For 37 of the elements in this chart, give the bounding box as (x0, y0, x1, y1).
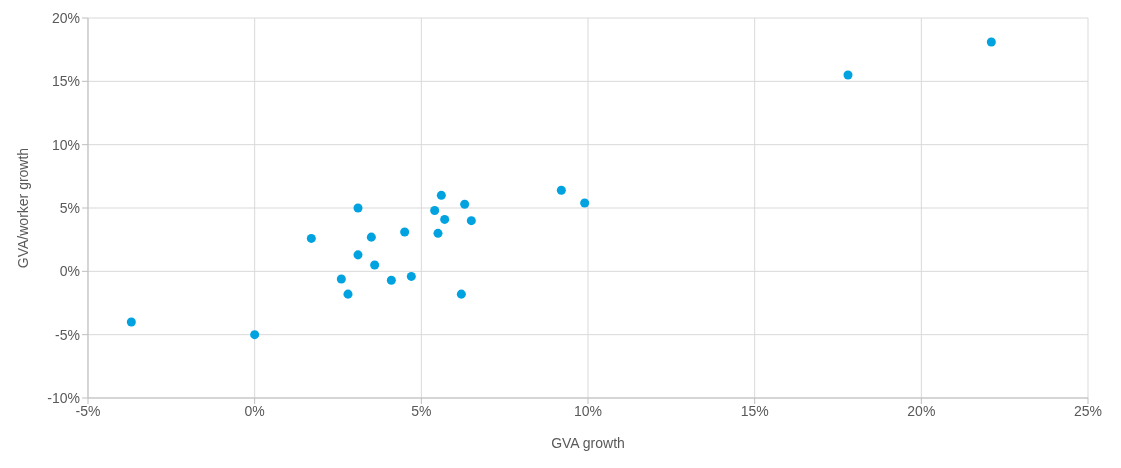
point (843, 70, 853, 80)
point (433, 228, 443, 238)
point (370, 260, 380, 270)
point (343, 289, 353, 299)
x-tick-label: 15% (740, 402, 769, 419)
x-tick-label: 0% (244, 402, 265, 419)
point (556, 185, 566, 195)
point (366, 232, 376, 242)
x-tick-label: 10% (573, 402, 603, 419)
y-tick-label: 10% (51, 136, 80, 153)
point (456, 289, 466, 299)
point (386, 275, 396, 285)
point (986, 37, 996, 47)
x-tick-label: 20% (907, 402, 936, 419)
point (336, 274, 346, 284)
x-axis-title: GVA growth (551, 435, 625, 451)
point (306, 233, 316, 243)
point (436, 190, 446, 200)
y-tick-label: 20% (51, 9, 80, 26)
y-tick-label: 15% (51, 73, 80, 90)
point (126, 317, 136, 327)
point (250, 330, 260, 340)
x-tick-label: 5% (411, 402, 432, 419)
point (353, 203, 363, 213)
y-tick-label: 5% (59, 199, 80, 216)
x-tick-label: 25% (1073, 402, 1103, 419)
point (353, 250, 363, 260)
y-tick-label: 0% (59, 263, 80, 280)
point (580, 198, 590, 208)
y-tick-label: -5% (55, 326, 80, 343)
point (466, 216, 476, 226)
y-axis-title: GVA/worker growth (14, 147, 31, 269)
point (406, 271, 416, 281)
point (440, 214, 450, 224)
point (430, 206, 440, 216)
point (460, 199, 470, 209)
point (400, 227, 410, 237)
